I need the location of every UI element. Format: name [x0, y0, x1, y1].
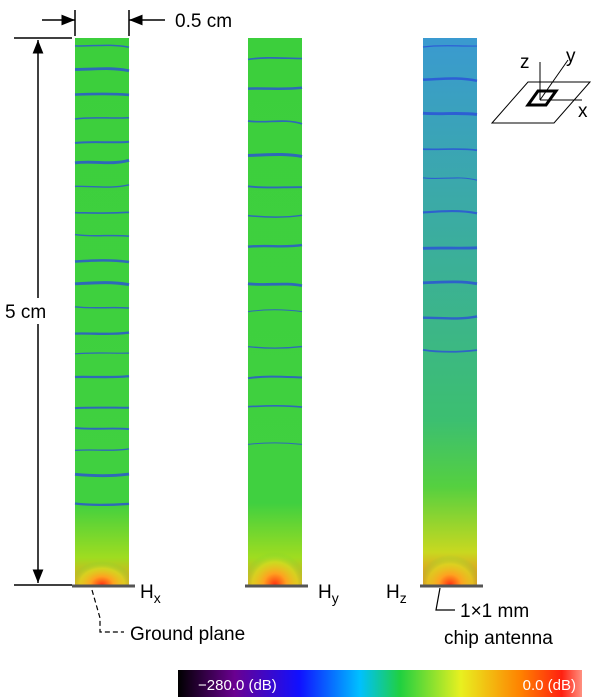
field-maps [74, 38, 478, 585]
null-line [74, 158, 130, 165]
null-line [422, 111, 478, 116]
axis-label: z [520, 52, 530, 73]
ground-plane-label: Ground plane [130, 624, 245, 645]
null-line [74, 211, 130, 214]
null-line [74, 375, 130, 379]
null-line [74, 116, 130, 120]
null-line [74, 352, 130, 355]
null-line [422, 209, 478, 215]
axis [539, 59, 569, 101]
hot-spot [248, 530, 302, 585]
field-map [248, 38, 302, 585]
null-line [74, 92, 130, 97]
null-line [422, 177, 478, 181]
width-label: 0.5 cm [175, 11, 232, 32]
null-line [247, 57, 303, 61]
panel-label: Hx [140, 582, 161, 606]
hot-spot [75, 545, 129, 585]
panel-label: Hy [318, 582, 339, 606]
null-line [74, 140, 130, 144]
colorbar-min-label: −280.0 (dB) [198, 677, 277, 694]
null-line [247, 214, 303, 218]
colorbar [178, 670, 582, 697]
null-line [247, 185, 303, 189]
plane [490, 81, 592, 124]
antenna-name-label: chip antenna [444, 628, 553, 649]
antenna-size-label: 1×1 mm [460, 601, 529, 622]
null-line [74, 44, 130, 48]
null-line [74, 281, 130, 287]
null-line [247, 120, 303, 125]
null-line [74, 259, 130, 264]
null-line [74, 406, 130, 410]
antenna-icon [525, 89, 559, 107]
null-line [247, 153, 303, 158]
null-line [74, 184, 130, 188]
leader-line [91, 589, 124, 633]
axis-label: y [566, 46, 576, 67]
field-map [75, 38, 129, 585]
null-line [422, 280, 478, 286]
null-line [74, 472, 130, 478]
null-line [422, 77, 478, 83]
null-line [247, 309, 303, 313]
null-line [422, 148, 478, 152]
null-line [74, 426, 130, 431]
hot-spot [423, 535, 477, 585]
null-line [422, 315, 478, 320]
null-line [74, 331, 130, 336]
null-line [74, 306, 130, 309]
null-line [247, 404, 303, 408]
panel-label: Hz [386, 582, 407, 606]
null-line [247, 442, 303, 445]
axes-icon [490, 59, 592, 124]
null-line [74, 448, 130, 452]
axis-label: x [578, 101, 588, 122]
null-line [74, 233, 130, 237]
height-label: 5 cm [5, 302, 46, 323]
label-bg [2, 298, 70, 324]
null-line [422, 348, 478, 353]
null-line [74, 502, 130, 507]
null-line [247, 243, 303, 248]
null-line [422, 45, 478, 48]
null-line [247, 345, 303, 349]
null-line [74, 67, 130, 73]
null-line [247, 282, 303, 287]
leader-line [435, 587, 455, 611]
colorbar-max-label: 0.0 (dB) [523, 677, 576, 694]
null-line [247, 86, 303, 91]
null-line [247, 375, 303, 380]
field-map [423, 38, 477, 585]
